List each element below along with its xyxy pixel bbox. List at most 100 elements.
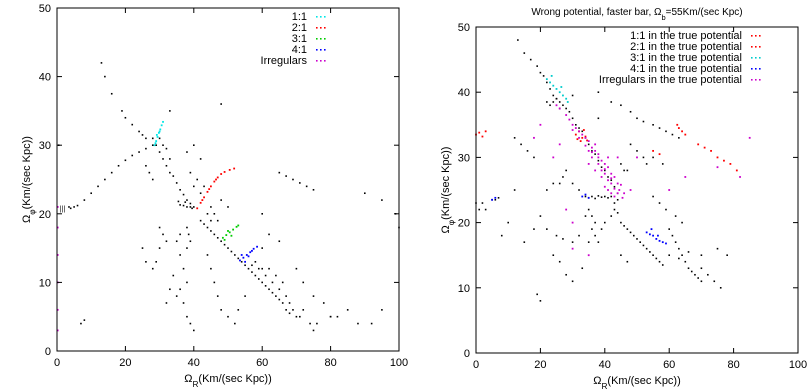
background-point [145,261,147,263]
background-point [175,182,178,184]
series-point [697,143,700,146]
series-point [584,193,587,196]
background-point [604,169,606,172]
background-point [278,288,281,291]
background-point [629,231,632,234]
series-point [587,196,590,199]
background-point [484,208,487,211]
background-point [234,322,236,325]
background-point [536,293,538,296]
series-point [716,166,719,169]
y-tick-label: 30 [458,152,470,164]
series-point [478,131,481,134]
background-point [613,208,616,211]
background-point [165,302,168,304]
background-point [151,267,154,270]
background-point [155,144,157,146]
background-point [613,202,616,204]
background-point [172,175,175,177]
background-point [145,147,147,150]
legend-marker [755,46,757,48]
y-tick-label: 40 [39,72,51,84]
series-point [652,149,654,152]
background-point [271,281,274,284]
series-point [576,138,579,141]
series-point [603,172,606,175]
background-point [216,295,219,297]
background-point [193,144,195,146]
background-point [665,130,667,133]
background-point [562,238,564,240]
legend-label: 1:1 [292,11,307,23]
background-point [158,247,161,249]
legend-marker [751,35,753,37]
series-point [233,167,236,170]
series-point [582,129,585,131]
background-point [513,189,516,191]
background-point [165,240,168,243]
background-point [661,264,664,266]
background-point [636,238,638,240]
background-point [240,261,243,263]
series-point [565,97,568,100]
background-point [497,197,500,199]
annotation: ||| [60,206,66,213]
left-scatter-chart: 0 20 40 60 80 100 0 10 20 30 40 50 ΩR(Km/(sec Kpc)) Ω… [21,3,408,389]
series-point [716,156,719,159]
background-point [186,199,188,201]
background-point [187,233,190,236]
series-point [199,201,202,204]
background-point [227,206,229,208]
background-point [707,273,709,276]
legend-label: 1:1 in the true potential [630,30,742,42]
y-axis-label: Ωφ(Km/(sec Kpc)) [440,147,456,234]
background-point [203,223,205,225]
background-point [206,213,209,215]
legend-marker [324,16,326,18]
background-point [668,228,670,230]
background-point [158,151,161,153]
background-point [184,201,187,203]
legend-marker [759,79,761,81]
background-point [165,164,168,167]
background-point [581,130,584,133]
background-point [329,315,332,318]
series-point [645,231,648,234]
series-point [221,236,224,239]
background-point [649,251,651,253]
series-point [681,130,683,133]
plot-frame [475,26,799,354]
background-point [203,185,205,188]
background-point [90,192,92,195]
series-point [201,199,204,201]
background-point [251,271,253,273]
background-point [604,195,606,198]
background-point [370,322,373,325]
legend-marker [320,38,322,40]
x-tick-label: 100 [390,357,408,369]
legend-marker [316,60,318,62]
background-point [292,309,294,311]
series-point [210,185,212,188]
background-point [117,164,120,167]
background-point [186,281,188,284]
series-point [545,78,548,81]
background-point [681,254,683,256]
series-point [579,140,582,142]
y-tick-label: 50 [39,3,51,15]
series-point [600,159,603,162]
background-point [549,104,551,107]
series-point [550,75,553,77]
background-point [587,208,590,211]
background-point [155,261,157,263]
background-point [285,295,287,297]
background-point [529,58,532,61]
background-point [539,300,542,302]
background-point [206,226,209,229]
background-point [607,176,609,178]
series-point [739,176,741,178]
background-point [642,156,645,159]
background-point [565,107,567,110]
series-point [56,254,59,256]
series-point [156,136,159,138]
